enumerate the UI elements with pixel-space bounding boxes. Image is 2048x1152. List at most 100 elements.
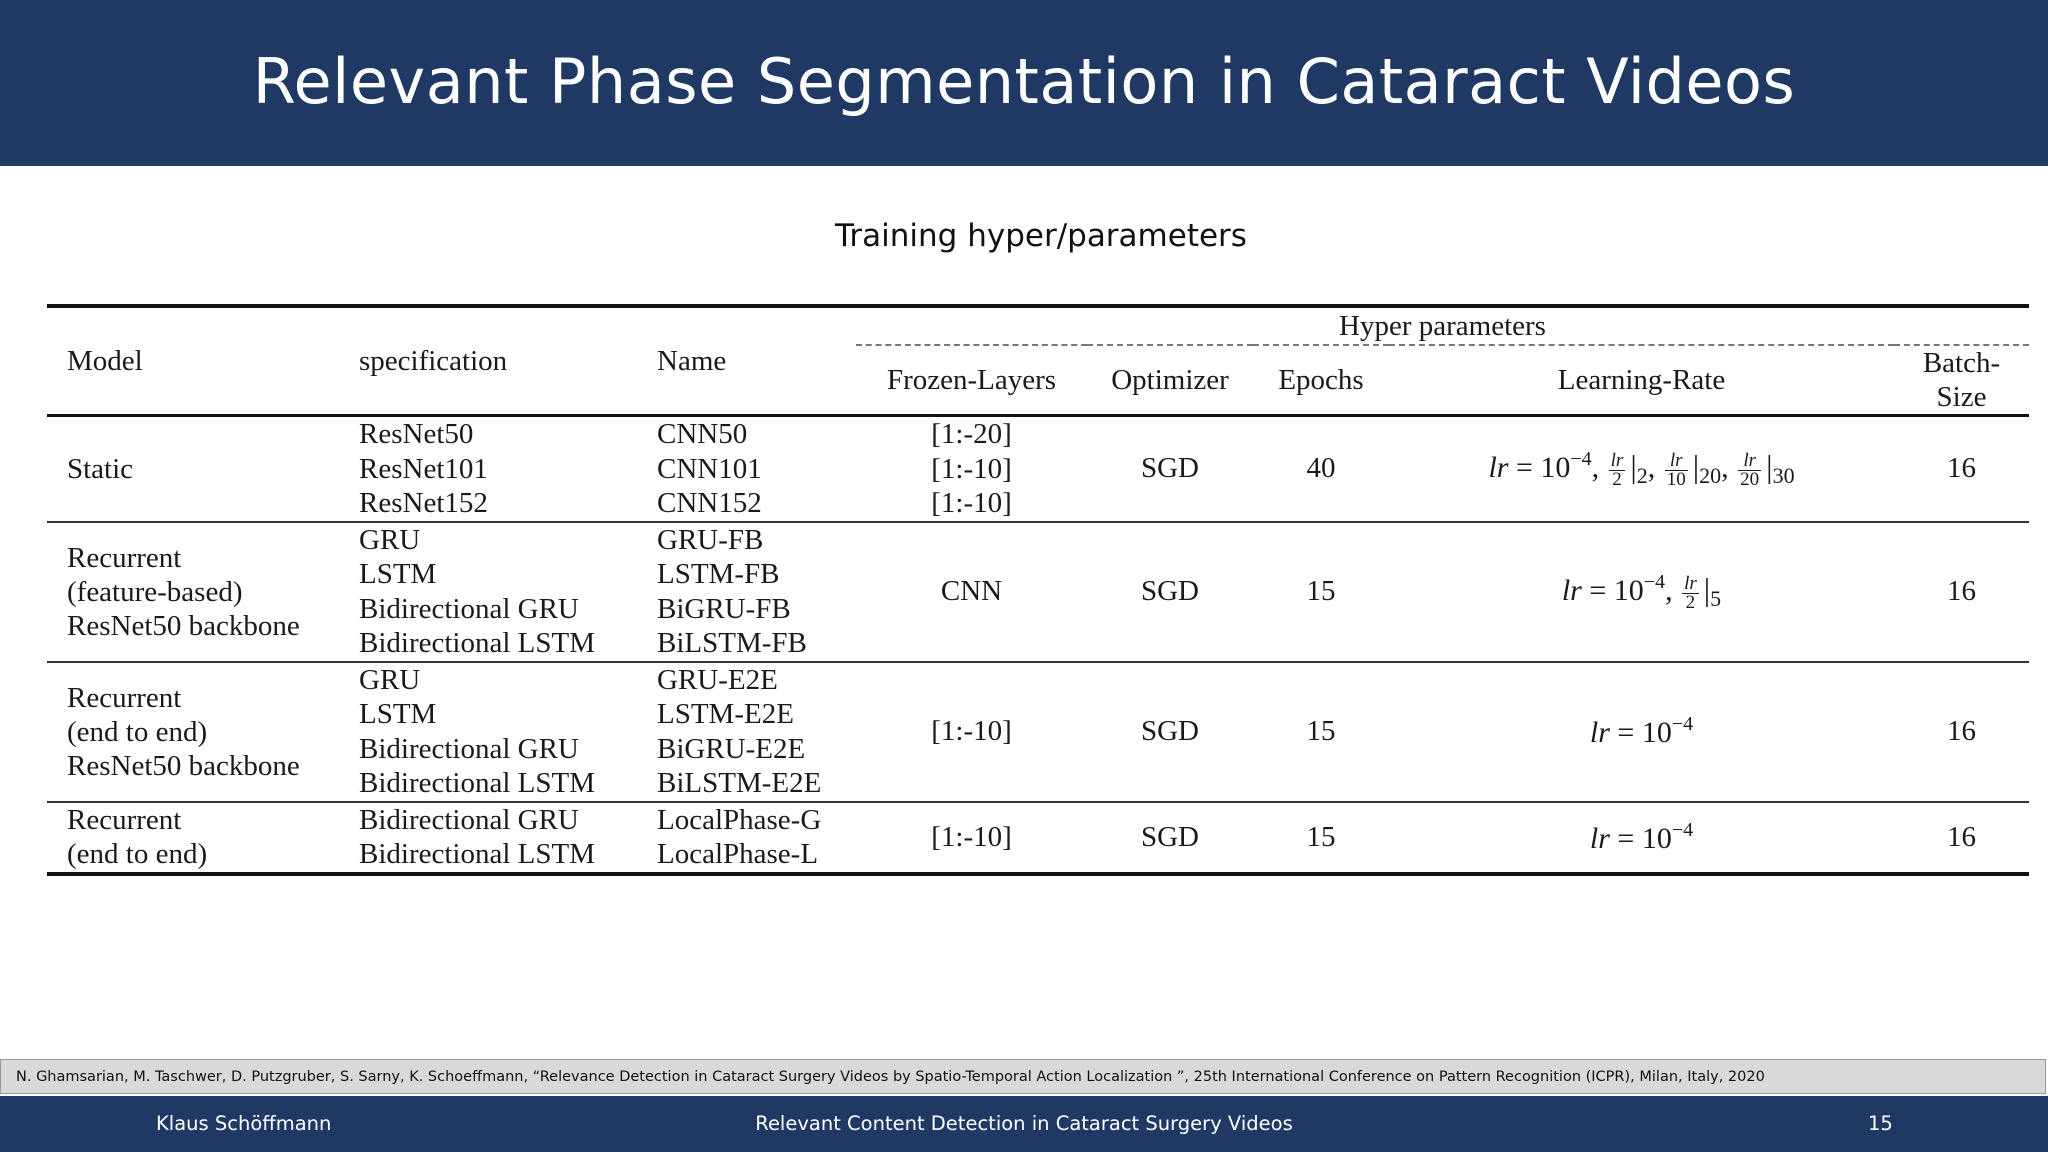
header-learning-rate: Learning-Rate: [1389, 345, 1894, 417]
frac-den: 20: [1740, 469, 1760, 491]
model-line: Static: [67, 452, 134, 485]
lr-exp: −4: [1570, 448, 1592, 471]
lr-comma: ,: [1665, 574, 1673, 608]
name-cell: LocalPhase-G LocalPhase-L: [641, 801, 856, 876]
name-item: CNN152: [657, 487, 762, 519]
batch-size-cell: 16: [1894, 521, 2029, 663]
lr-sub: 20: [1699, 463, 1722, 489]
frac-den: 2: [1612, 469, 1622, 491]
lr-eq: = 10: [1581, 574, 1644, 608]
table-row: Recurrent (end to end) Bidirectional GRU…: [47, 801, 2029, 876]
frac-num: lr: [1738, 451, 1762, 472]
spec-item: ResNet101: [359, 452, 488, 485]
name-item: CNN101: [657, 452, 762, 485]
frac-den: 2: [1685, 591, 1696, 613]
name-item: CNN50: [657, 418, 748, 450]
spec-item: Bidirectional GRU: [359, 592, 579, 625]
model-line: (end to end): [67, 838, 208, 870]
lr-sub: 30: [1772, 463, 1795, 489]
specification-cell: GRU LSTM Bidirectional GRU Bidirectional…: [343, 661, 641, 803]
spec-item: Bidirectional LSTM: [359, 767, 595, 799]
spec-item: Bidirectional LSTM: [359, 627, 595, 659]
model-line: Recurrent: [67, 541, 182, 574]
frozen-layers-cell: [1:-10]: [856, 801, 1087, 876]
specification-cell: Bidirectional GRU Bidirectional LSTM: [343, 801, 641, 876]
spec-item: Bidirectional GRU: [359, 803, 579, 836]
header-batch-size: Batch-Size: [1894, 345, 2029, 417]
frac-den: 10: [1666, 469, 1686, 491]
model-cell: Recurrent (end to end) ResNet50 backbone: [47, 661, 343, 803]
footer-bar: Klaus Schöffmann Relevant Content Detect…: [0, 1096, 2048, 1152]
frozen-layers-cell: CNN: [856, 521, 1087, 663]
header-optimizer: Optimizer: [1087, 345, 1253, 417]
hyperparameter-table: Model specification Name Hyper parameter…: [47, 304, 2029, 876]
model-line: ResNet50 backbone: [67, 609, 300, 642]
epochs-cell: 15: [1253, 661, 1389, 803]
frozen-item: [1:-10]: [931, 487, 1012, 519]
slide-title: Relevant Phase Segmentation in Cataract …: [252, 44, 1796, 118]
citation-text: N. Ghamsarian, M. Taschwer, D. Putzgrube…: [16, 1068, 1765, 1085]
model-line: (end to end): [67, 715, 208, 748]
lr-exp: −4: [1643, 571, 1666, 594]
model-cell: Recurrent (end to end): [47, 801, 343, 876]
name-item: GRU-FB: [657, 523, 764, 556]
learning-rate-cell: lr = 10−4, lr 2 |2, lr 10 |20, lr 20 |30: [1389, 415, 1894, 523]
lr-eq: = 10: [1609, 716, 1672, 749]
specification-cell: ResNet50 ResNet101 ResNet152: [343, 415, 641, 523]
batch-size-cell: 16: [1894, 415, 2029, 523]
name-cell: GRU-FB LSTM-FB BiGRU-FB BiLSTM-FB: [641, 521, 856, 663]
spec-item: LSTM: [359, 698, 437, 730]
lr-bar: |: [1703, 571, 1711, 608]
name-cell: GRU-E2E LSTM-E2E BiGRU-E2E BiLSTM-E2E: [641, 661, 856, 803]
lr-sub: 2: [1636, 463, 1648, 489]
model-cell: Recurrent (feature-based) ResNet50 backb…: [47, 521, 343, 663]
lr-exp: −4: [1671, 818, 1694, 841]
lr-comma: ,: [1591, 451, 1600, 485]
name-item: BiLSTM-E2E: [657, 767, 822, 799]
epochs-cell: 15: [1253, 521, 1389, 663]
lr-sub: 5: [1710, 586, 1722, 612]
lr-eq: = 10: [1609, 821, 1672, 855]
title-bar: Relevant Phase Segmentation in Cataract …: [0, 0, 2048, 166]
optimizer-cell: SGD: [1087, 801, 1253, 876]
header-model: Model: [47, 304, 343, 417]
header-hyper-parameters: Hyper parameters: [856, 304, 2029, 346]
learning-rate-cell: lr = 10−4, lr 2 |5: [1389, 521, 1894, 663]
name-item: LSTM-FB: [657, 558, 780, 590]
name-item: BiLSTM-FB: [657, 627, 807, 659]
header-name: Name: [641, 304, 856, 417]
batch-size-cell: 16: [1894, 661, 2029, 803]
slide-subtitle: Training hyper/parameters: [835, 218, 1247, 254]
frozen-item: [1:-20]: [931, 418, 1012, 450]
spec-item: GRU: [359, 663, 421, 696]
table-row: Static ResNet50 ResNet101 ResNet152 CNN5…: [47, 415, 2029, 523]
model-cell: Static: [47, 415, 343, 523]
header-frozen-layers: Frozen-Layers: [856, 345, 1087, 417]
citation-bar: N. Ghamsarian, M. Taschwer, D. Putzgrube…: [0, 1059, 2046, 1094]
optimizer-cell: SGD: [1087, 521, 1253, 663]
frac-num: lr: [1664, 451, 1688, 472]
spec-item: Bidirectional GRU: [359, 732, 579, 765]
lr-bar: |: [1766, 448, 1773, 485]
learning-rate-cell: lr = 10−4: [1389, 801, 1894, 876]
name-item: BiGRU-E2E: [657, 732, 806, 765]
table-row: Recurrent (feature-based) ResNet50 backb…: [47, 521, 2029, 663]
spec-item: ResNet50: [359, 418, 474, 450]
lr-bar: |: [1692, 448, 1700, 485]
lr-var: lr: [1589, 716, 1610, 749]
epochs-cell: 40: [1253, 415, 1389, 523]
specification-cell: GRU LSTM Bidirectional GRU Bidirectional…: [343, 521, 641, 663]
spec-item: LSTM: [359, 558, 437, 590]
optimizer-cell: SGD: [1087, 661, 1253, 803]
spec-item: ResNet152: [359, 487, 488, 519]
header-specification: specification: [343, 304, 641, 417]
model-line: Recurrent: [67, 804, 182, 836]
frac-num: lr: [1608, 450, 1626, 472]
lr-bar: |: [1630, 448, 1637, 485]
lr-var: lr: [1561, 574, 1582, 608]
name-cell: CNN50 CNN101 CNN152: [641, 415, 856, 523]
name-item: LocalPhase-L: [657, 838, 819, 870]
batch-size-cell: 16: [1894, 801, 2029, 876]
lr-var: lr: [1589, 821, 1610, 855]
name-item: BiGRU-FB: [657, 592, 791, 625]
